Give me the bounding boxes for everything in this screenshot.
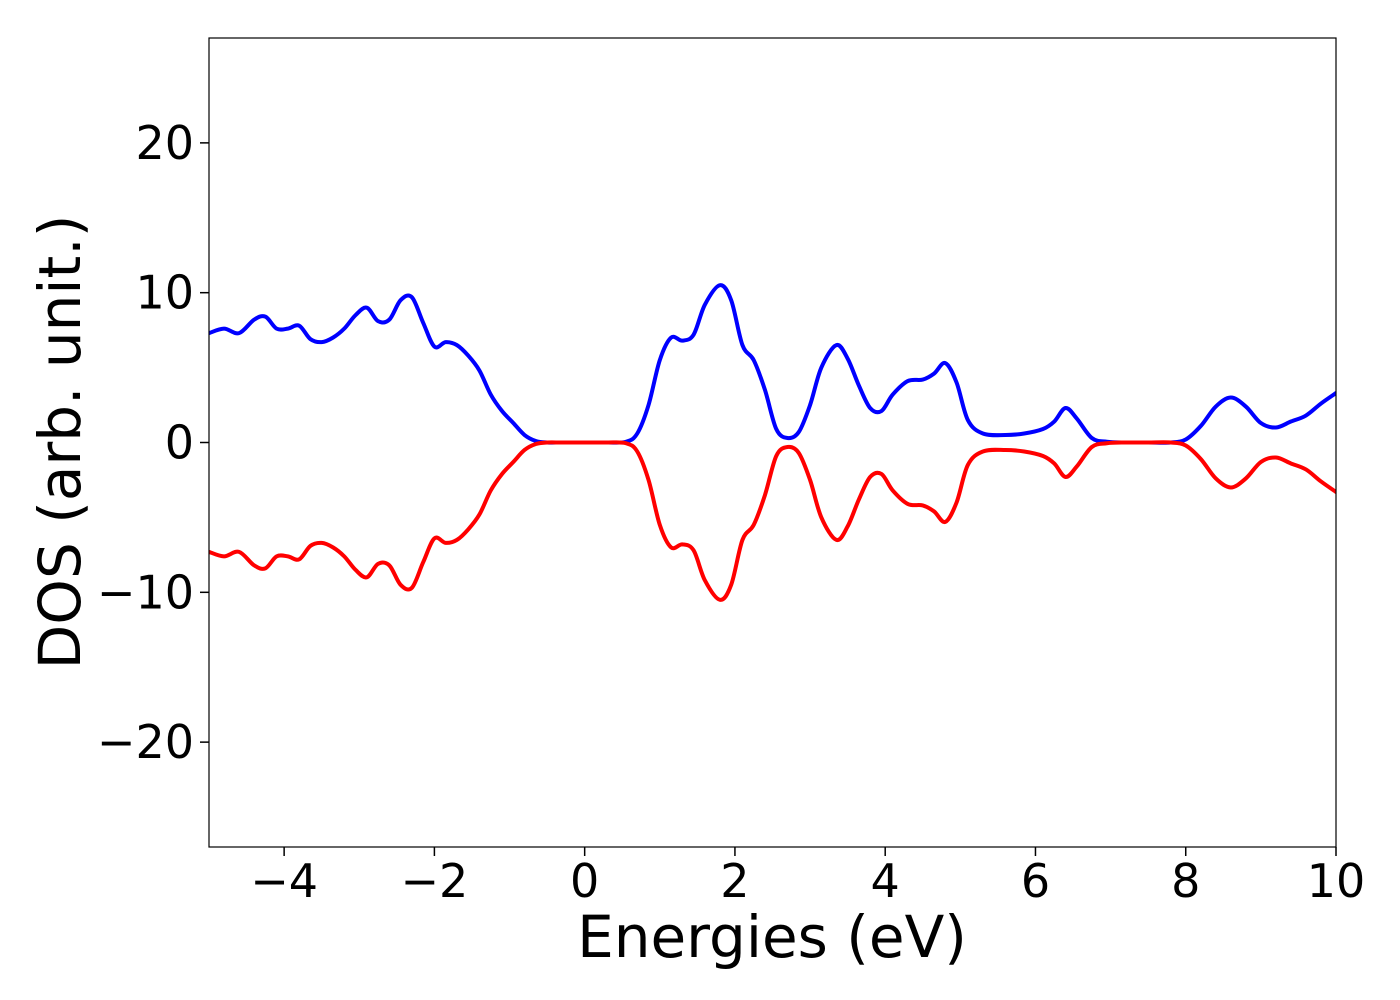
x-axis: −4 −2 0 2 4 6 8 10 (250, 847, 1365, 908)
x-tick-label: 0 (570, 854, 599, 908)
x-tick-label: 2 (720, 854, 749, 908)
series-layer (209, 283, 1336, 602)
x-tick-label: 6 (1021, 854, 1050, 908)
y-axis-title: DOS (arb. unit.) (26, 215, 94, 670)
x-axis-title: Energies (eV) (577, 903, 967, 971)
x-tick-label: 8 (1171, 854, 1200, 908)
y-axis: −20 −10 0 10 20 (97, 116, 209, 769)
y-tick-label: 10 (135, 266, 194, 320)
y-tick-label: −20 (97, 715, 194, 769)
x-tick-label: 10 (1307, 854, 1366, 908)
series-line-red (209, 440, 1336, 602)
x-tick-label: −2 (400, 854, 468, 908)
y-tick-label: −10 (97, 565, 194, 619)
x-tick-label: 4 (871, 854, 900, 908)
x-tick-label: −4 (250, 854, 318, 908)
y-tick-label: 20 (135, 116, 194, 170)
y-tick-label: 0 (165, 416, 194, 470)
